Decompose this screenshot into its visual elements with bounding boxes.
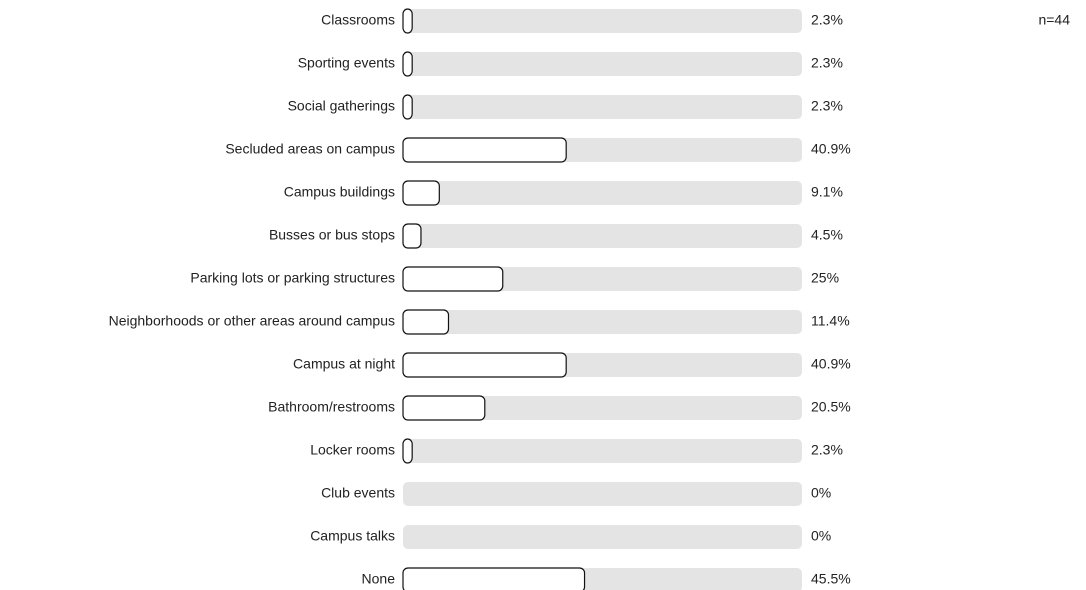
bar-track xyxy=(403,9,802,33)
value-label: 2.3% xyxy=(811,12,843,28)
value-label: 9.1% xyxy=(811,184,843,200)
bar xyxy=(402,94,413,120)
bar-track xyxy=(403,224,802,248)
value-label: 2.3% xyxy=(811,442,843,458)
bar xyxy=(402,180,440,206)
value-label: 2.3% xyxy=(811,55,843,71)
bar xyxy=(402,395,486,421)
bar xyxy=(402,266,504,292)
category-label: Parking lots or parking structures xyxy=(190,270,395,286)
bar xyxy=(402,438,413,464)
bar xyxy=(402,137,567,163)
category-label: Classrooms xyxy=(321,12,395,28)
category-label: Locker rooms xyxy=(310,442,395,458)
category-label: Campus buildings xyxy=(284,184,395,200)
category-label: Campus talks xyxy=(310,528,395,544)
bar-track xyxy=(403,310,802,334)
value-label: 20.5% xyxy=(811,399,851,415)
category-label: Sporting events xyxy=(298,55,395,71)
category-label: Club events xyxy=(321,485,395,501)
bar xyxy=(402,309,450,335)
category-label: None xyxy=(362,571,396,587)
value-label: 40.9% xyxy=(811,356,851,372)
value-label: 0% xyxy=(811,528,831,544)
value-label: 45.5% xyxy=(811,571,851,587)
bar xyxy=(402,51,413,77)
category-label: Busses or bus stops xyxy=(269,227,395,243)
bar-track xyxy=(403,396,802,420)
category-label: Social gatherings xyxy=(288,98,395,114)
bar-track xyxy=(403,482,802,506)
category-label: Secluded areas on campus xyxy=(225,141,395,157)
category-label: Neighborhoods or other areas around camp… xyxy=(109,313,395,329)
value-label: 4.5% xyxy=(811,227,843,243)
value-label: 0% xyxy=(811,485,831,501)
bar-track xyxy=(403,52,802,76)
bar xyxy=(402,8,413,34)
value-label: 40.9% xyxy=(811,141,851,157)
bar-track xyxy=(403,181,802,205)
sample-size: n=44 xyxy=(1038,12,1070,28)
category-label: Campus at night xyxy=(293,356,395,372)
bar xyxy=(402,567,586,590)
value-label: 11.4% xyxy=(811,313,850,329)
bar-track xyxy=(403,439,802,463)
bar-track xyxy=(403,95,802,119)
bar xyxy=(402,352,567,378)
bar xyxy=(402,223,422,249)
value-label: 25% xyxy=(811,270,839,286)
bar-track xyxy=(403,525,802,549)
value-label: 2.3% xyxy=(811,98,843,114)
category-label: Bathroom/restrooms xyxy=(268,399,395,415)
